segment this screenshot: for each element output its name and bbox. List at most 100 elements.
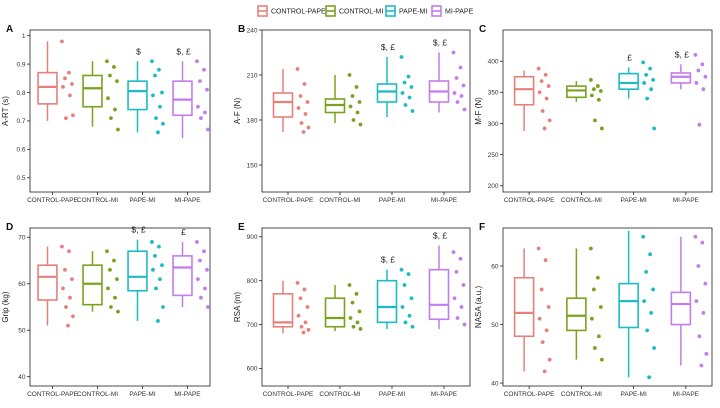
box — [324, 297, 346, 328]
data-point — [694, 299, 699, 304]
y-tick-label: 40 — [491, 380, 499, 387]
x-tick-label: MI-PAPE — [673, 391, 700, 398]
data-point — [206, 305, 210, 309]
data-point — [410, 109, 415, 113]
data-point — [66, 323, 70, 328]
data-point — [642, 81, 647, 85]
data-point — [454, 269, 459, 274]
x-tick-label: MI-PAPE — [431, 391, 458, 398]
data-point — [537, 90, 542, 95]
x-tick-label: CONTROL-PAPE — [27, 197, 78, 204]
box — [566, 297, 587, 332]
box — [37, 264, 58, 301]
data-point — [299, 324, 304, 329]
data-point — [459, 305, 464, 309]
data-point — [298, 94, 303, 98]
y-tick-label: 900 — [247, 234, 258, 241]
data-point — [206, 127, 210, 132]
x-tick-label: MI-PAPE — [673, 197, 700, 204]
y-tick-label: 50 — [491, 322, 499, 329]
data-point — [651, 287, 656, 292]
box — [127, 80, 148, 111]
significance-label: $, £ — [675, 49, 689, 59]
data-point — [64, 305, 68, 309]
data-point — [652, 126, 657, 131]
data-point — [645, 96, 650, 101]
data-point — [71, 314, 75, 319]
x-tick-label: CONTROL-PAPE — [504, 391, 555, 398]
data-point — [205, 87, 209, 92]
significance-label: £ — [627, 52, 632, 62]
panel-letter: C — [479, 24, 486, 35]
data-point — [64, 116, 68, 121]
box — [618, 72, 639, 90]
data-point — [295, 280, 300, 285]
y-tick-label: 0.5 — [16, 175, 25, 182]
data-point — [156, 130, 160, 135]
data-point — [113, 295, 117, 300]
box — [82, 264, 103, 306]
data-point — [298, 296, 303, 301]
panel-D: D Grip (kg) 40 50 60 70 CONTROL-PAPE CONTROL-MI… — [1, 222, 211, 398]
y-tick-label: 1 — [22, 33, 26, 40]
data-point — [306, 125, 311, 130]
x-tick-label: CONTROL-PAPE — [263, 197, 314, 204]
data-point — [198, 258, 202, 263]
data-point — [112, 65, 116, 69]
data-point — [546, 305, 551, 309]
legend: CONTROL-PAPE CONTROL-MI PAPE-MI MI-PAPE — [257, 5, 474, 17]
y-tick-label: 210 — [247, 72, 258, 79]
data-point — [153, 73, 157, 78]
box — [272, 92, 294, 118]
box — [37, 71, 58, 105]
box — [127, 250, 148, 292]
data-point — [70, 82, 74, 86]
data-point — [403, 103, 408, 107]
x-tick-label: CONTROL-MI — [77, 197, 118, 204]
data-point — [60, 39, 64, 44]
data-point — [154, 286, 158, 291]
y-tick-label: 40 — [18, 374, 26, 381]
y-tick-label: 0.6 — [16, 147, 25, 154]
data-point — [696, 264, 701, 268]
data-point — [109, 305, 113, 309]
data-point — [699, 363, 704, 368]
data-point — [399, 267, 404, 272]
data-point — [697, 122, 702, 127]
box — [172, 255, 193, 297]
significance-label: $, £ — [381, 42, 395, 52]
x-tick-label: CONTROL-MI — [319, 391, 360, 398]
data-point — [348, 104, 353, 109]
data-point — [540, 340, 545, 345]
data-point — [161, 305, 165, 309]
panel-B: B A-F (N) 150 180 210 240 CONTROL-PAPE CONTROL-… — [233, 24, 471, 204]
significance-label: $, £ — [433, 38, 447, 48]
data-point — [109, 116, 113, 121]
y-tick-label: 600 — [247, 366, 258, 373]
data-point — [302, 82, 307, 86]
x-tick-label: MI-PAPE — [174, 197, 201, 204]
panel-letter: D — [6, 222, 13, 233]
data-point — [355, 320, 360, 325]
data-point — [409, 296, 414, 301]
data-point — [116, 309, 120, 314]
data-point — [358, 327, 363, 331]
panel-frame — [261, 29, 471, 193]
panel-letter: E — [238, 222, 245, 233]
data-point — [588, 77, 593, 82]
data-point — [112, 258, 116, 263]
data-point — [461, 283, 466, 287]
data-point — [296, 313, 301, 318]
data-point — [203, 110, 207, 115]
data-point — [461, 83, 466, 88]
panel-frame — [29, 227, 211, 387]
data-point — [591, 287, 596, 292]
y-tick-label: 70 — [18, 235, 26, 242]
data-point — [400, 305, 405, 309]
data-point — [648, 66, 653, 71]
data-point — [536, 246, 541, 251]
data-point — [400, 91, 405, 95]
legend-label: MI-PAPE — [445, 9, 474, 16]
significance-label: $, £ — [433, 231, 447, 241]
